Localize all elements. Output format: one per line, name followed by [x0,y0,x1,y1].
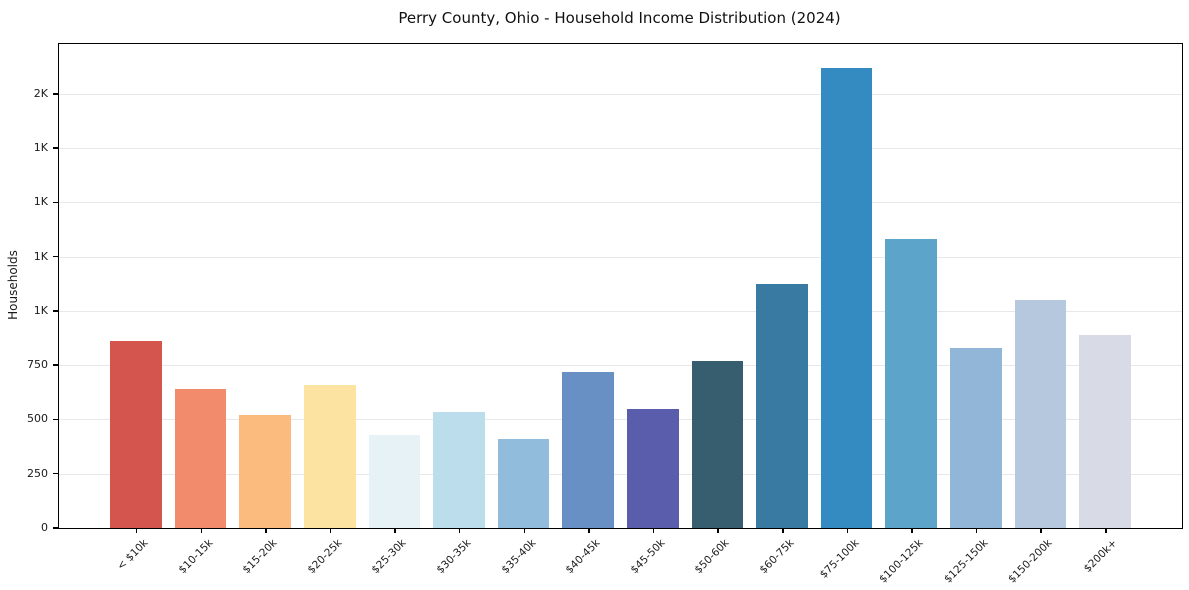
bar-$200k+ [1079,334,1131,528]
y-tick [52,472,58,475]
gridline [59,256,1182,258]
x-tick-label: $125-150k [941,537,991,586]
y-tick-label: 1K [33,303,48,317]
x-tick-label: $200k+ [1081,537,1120,575]
gridline [59,310,1182,312]
x-tick [975,528,978,533]
bar-$40-45k [562,371,615,528]
x-tick-label: $10-15k [175,537,215,577]
x-tick [265,528,267,533]
x-tick-label: $40-45k [563,537,603,577]
bar-$35-40k [497,439,550,528]
x-tick [394,528,396,533]
x-tick [458,528,461,533]
x-tick-label: $25-30k [369,537,409,577]
bar-$75-100k [820,67,873,528]
y-tick-label: 0 [41,521,48,534]
bar-$10-15k [174,389,227,528]
x-tick-label: $15-20k [240,537,280,577]
x-tick-label: $45-50k [628,537,668,577]
bar-$15-20k [239,415,291,528]
bar-< $10k [110,341,162,528]
bar-$20-25k [303,384,356,528]
gridline [59,93,1182,95]
y-tick-label: 2K [33,86,48,100]
gridline [59,419,1182,421]
y-tick-label: 250 [27,466,48,480]
bar-$25-30k [368,434,421,528]
y-tick-label: 1K [33,141,48,155]
y-tick-label: 1K [33,195,48,209]
x-tick-label: $60-75k [757,537,797,577]
x-tick-label: $100-125k [877,537,926,586]
gridline [59,473,1182,475]
x-tick [135,528,138,533]
y-tick [52,310,58,312]
x-tick [782,528,784,533]
chart-title: Perry County, Ohio - Household Income Di… [398,9,841,27]
gridline [59,365,1182,367]
x-tick-label: $30-35k [434,537,474,577]
y-tick [52,364,58,366]
y-tick-label: 1K [33,249,48,263]
x-tick-label: $150-200k [1006,537,1055,586]
x-tick-label: $20-25k [305,537,345,577]
plot-area: < $10k $10-15k $15-20k $20-25k $25-30k $30-35… [27,43,1183,586]
y-axis-label: Households [6,250,20,320]
bar-$50-60k [691,360,744,528]
x-tick [588,528,590,533]
x-tick-label: $50-60k [692,537,732,577]
y-tick-label: 500 [27,412,48,426]
x-tick-label: $35-40k [498,537,539,577]
y-tick [52,418,58,421]
y-tick [52,201,58,204]
gridline [59,202,1182,204]
y-tick [52,527,58,529]
x-tick [652,528,655,533]
y-tick-label: 750 [27,358,48,372]
bar-$45-50k [626,408,679,528]
x-tick [717,528,719,533]
x-tick [523,528,526,533]
x-tick-label: $75-100k [817,537,862,581]
x-tick [1105,528,1107,533]
x-tick [200,528,202,533]
x-tick [1040,528,1042,533]
bar-$150-200k [1014,300,1067,528]
y-tick [52,93,58,95]
x-tick [846,528,849,533]
x-tick [911,528,913,533]
bar-$60-75k [756,283,808,528]
gridline [59,148,1182,150]
x-tick [329,528,332,533]
bar-$125-150k [950,347,1002,528]
bar-$100-125k [885,239,938,528]
y-tick [52,255,58,258]
bar-$30-35k [433,411,485,528]
x-tick-label: < $10k [114,537,151,573]
y-tick [52,147,58,149]
